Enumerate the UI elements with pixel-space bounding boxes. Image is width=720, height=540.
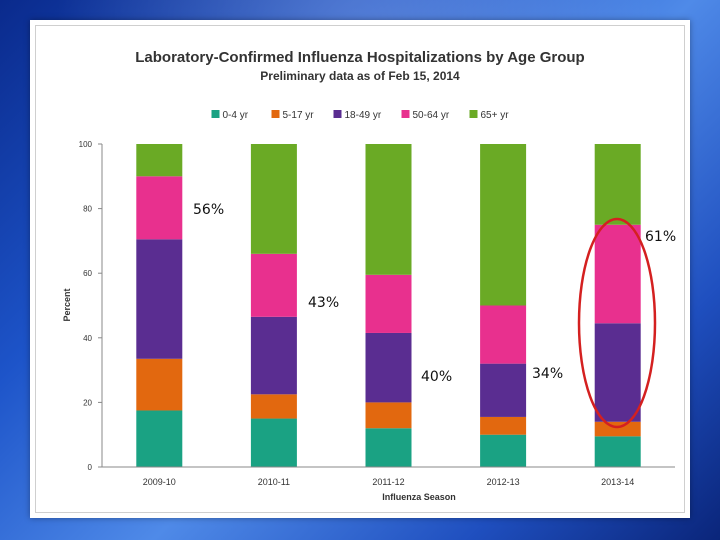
legend-swatch [469, 110, 478, 118]
chart-panel-border [35, 25, 685, 513]
annotation-label: 56% [193, 202, 224, 218]
y-tick-label: 100 [79, 140, 93, 149]
highlight-ellipse [577, 217, 657, 429]
bar-segment [480, 416, 527, 435]
annotation-group: 56% 61% 43% 40% 34% [193, 202, 676, 385]
annotation-label: 43% [308, 295, 339, 311]
y-tick-label: 60 [83, 269, 92, 278]
bar-segment [594, 144, 641, 225]
bar-segment [250, 316, 297, 395]
legend-label: 50-64 yr [413, 110, 450, 121]
bar-segment [480, 305, 527, 364]
bar-segment [594, 323, 641, 422]
chart-subtitle: Preliminary data as of Feb 15, 2014 [260, 69, 460, 83]
x-tick-label: 2011-12 [372, 477, 404, 487]
bar-segment [594, 436, 641, 467]
bar-segment [136, 239, 183, 359]
y-tick-label: 80 [83, 205, 92, 214]
x-tick-label: 2012-13 [487, 477, 520, 487]
y-tick-label: 20 [83, 398, 92, 407]
bar-segment [594, 224, 641, 324]
x-tick-label: 2009-10 [143, 477, 176, 487]
bar-segment [365, 332, 412, 403]
bar-segment [136, 144, 183, 177]
x-axis: 2009-10 2010-11 2011-12 2012-13 2013-14 [102, 466, 675, 487]
annotation-label: 34% [532, 366, 563, 382]
bar-segment [365, 428, 412, 467]
legend-swatch [271, 110, 280, 118]
legend-label: 65+ yr [481, 110, 510, 121]
legend-swatch [333, 110, 342, 118]
y-tick-label: 40 [83, 334, 92, 343]
bar-segment [250, 253, 297, 317]
y-axis: 0 20 40 60 80 100 [79, 140, 103, 472]
bar-segment [480, 434, 527, 467]
y-tick-label: 0 [88, 463, 93, 472]
bar-segment [594, 421, 641, 437]
bar-segment [480, 144, 527, 306]
bar-segment [250, 144, 297, 254]
chart-title: Laboratory-Confirmed Influenza Hospitali… [135, 49, 584, 66]
legend-label: 5-17 yr [283, 110, 315, 121]
bar-segment [250, 394, 297, 419]
annotation-label: 61% [645, 229, 676, 245]
bar-segment [365, 402, 412, 429]
legend-label: 0-4 yr [223, 110, 249, 121]
bar-group [136, 144, 641, 467]
bar-segment [365, 144, 412, 275]
legend-swatch [401, 110, 410, 118]
bar-segment [136, 176, 183, 240]
bar-segment [365, 274, 412, 333]
legend-label: 18-49 yr [345, 110, 382, 121]
x-tick-label: 2010-11 [258, 477, 290, 487]
annotation-label: 40% [421, 369, 452, 385]
bar-segment [136, 358, 183, 411]
bar-segment [136, 410, 183, 467]
chart-legend: 0-4 yr 5-17 yr 18-49 yr 50-64 yr 65+ yr [211, 110, 510, 121]
legend-swatch [211, 110, 220, 118]
y-axis-title: Percent [62, 288, 72, 321]
bar-segment [480, 363, 527, 417]
x-tick-label: 2013-14 [601, 477, 634, 487]
bar-segment [250, 418, 297, 467]
x-axis-title: Influenza Season [382, 492, 456, 502]
